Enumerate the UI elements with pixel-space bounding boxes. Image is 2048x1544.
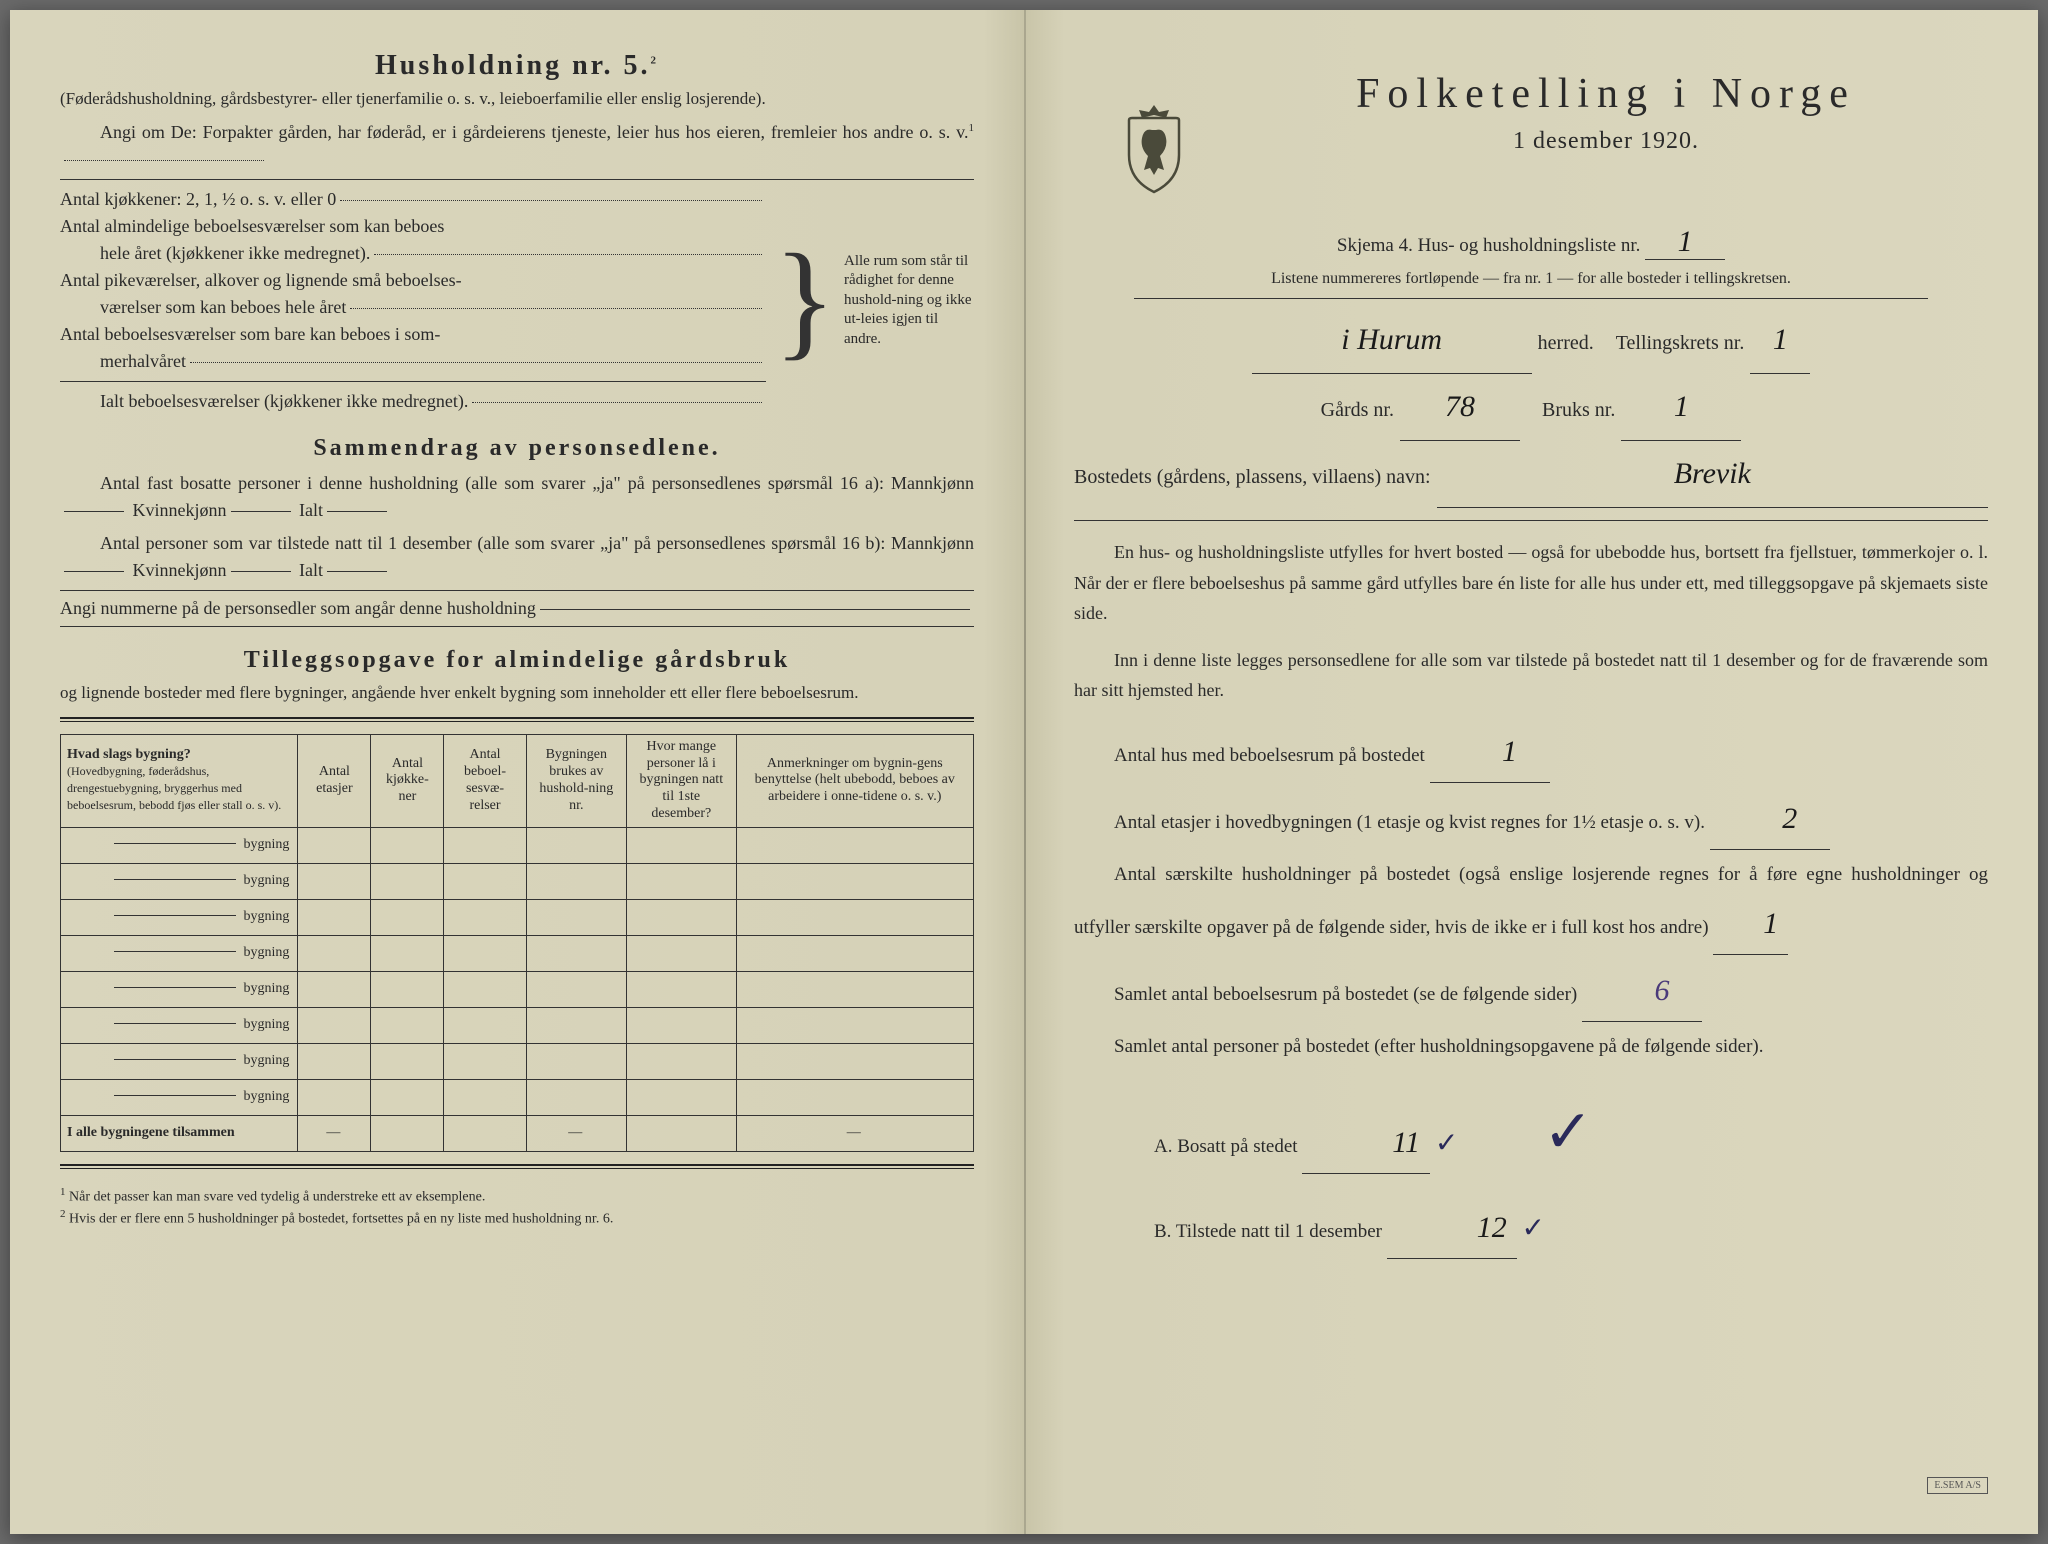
rooms3a: Antal beboelsesværelser som bare kan beb… — [60, 321, 440, 348]
rooms2b: værelser som kan beboes hele året — [100, 294, 346, 321]
th-floors: Antal etasjer — [298, 734, 371, 827]
rooms-block: Antal kjøkkener: 2, 1, ½ o. s. v. eller … — [60, 186, 974, 415]
field-houses: Antal hus med beboelsesrum på bostedet 1 — [1074, 722, 1988, 783]
check-icon: ✓ — [1522, 1213, 1545, 1244]
field-households: Antal særskilte husholdninger på bostede… — [1074, 856, 1988, 955]
list-number: 1 — [1645, 225, 1725, 260]
kitchens-line: Antal kjøkkener: 2, 1, ½ o. s. v. eller … — [60, 186, 336, 213]
form-line: Skjema 4. Hus- og husholdningsliste nr. … — [1074, 225, 1988, 260]
numbering-note: Listene nummereres fortløpende — fra nr.… — [1074, 270, 1988, 288]
page-fold — [1024, 10, 1026, 1534]
total-rooms: Ialt beboelsesværelser (kjøkkener ikke m… — [100, 388, 468, 415]
summary-title: Sammendrag av personsedlene. — [60, 435, 974, 462]
th-notes: Anmerkninger om bygnin-gens benyttelse (… — [736, 734, 973, 827]
herred-value: i Hurum — [1252, 307, 1532, 374]
table-row: bygning — [61, 827, 974, 863]
field-rooms: Samlet antal beboelsesrum på bostedet (s… — [1074, 961, 1988, 1022]
h5-lead: Angi om De: Forpakter gården, har føderå… — [60, 119, 974, 173]
field-floors: Antal etasjer i hovedbygningen (1 etasje… — [1074, 789, 1988, 850]
table-row: bygning — [61, 1007, 974, 1043]
left-page: Husholdning nr. 5.2 (Føderådshusholdning… — [10, 10, 1024, 1534]
building-table: Hvad slags bygning? (Hovedbygning, føder… — [60, 734, 974, 1152]
census-document: Husholdning nr. 5.2 (Føderådshusholdning… — [10, 10, 2038, 1534]
table-row: bygning — [61, 1079, 974, 1115]
field-persons: Samlet antal personer på bostedet (efter… — [1074, 1028, 1988, 1066]
resident-value: 11 — [1302, 1113, 1430, 1174]
th-persons: Hvor mange personer lå i bygningen natt … — [627, 734, 737, 827]
floors-value: 2 — [1710, 789, 1830, 850]
rooms2a: Antal pikeværelser, alkover og lignende … — [60, 267, 462, 294]
rooms-value: 6 — [1582, 961, 1702, 1022]
th-kitchens: Antal kjøkke-ner — [371, 734, 444, 827]
th-type: Hvad slags bygning? (Hovedbygning, føder… — [61, 734, 298, 827]
right-page: Folketelling i Norge 1 desember 1920. Sk… — [1024, 10, 2038, 1534]
sum3: Angi nummerne på de personsedler som ang… — [60, 595, 974, 622]
present-value: 12 — [1387, 1198, 1517, 1259]
field-b: B. Tilstede natt til 1 desember 12 ✓ — [1074, 1198, 1988, 1259]
houses-value: 1 — [1430, 722, 1550, 783]
crest-icon — [1114, 100, 1194, 195]
tillegg-title: Tilleggsopgave for almindelige gårdsbruk — [60, 647, 974, 674]
table-row: bygning — [61, 1043, 974, 1079]
bruk-value: 1 — [1621, 374, 1741, 441]
brace-note: Alle rum som står til rådighet for denne… — [844, 252, 974, 350]
h5-subtitle: (Føderådshusholdning, gårdsbestyrer- ell… — [60, 88, 974, 111]
table-row: bygning — [61, 971, 974, 1007]
sum1: Antal fast bosatte personer i denne hush… — [60, 470, 974, 524]
table-total: I alle bygningene tilsammen——— — [61, 1115, 974, 1151]
rooms1b: hele året (kjøkkener ikke medregnet). — [100, 240, 370, 267]
th-household: Bygningen brukes av hushold-ning nr. — [526, 734, 626, 827]
bosted-value: Brevik — [1437, 441, 1988, 508]
printer-stamp: E.SEM A/S — [1927, 1477, 1988, 1494]
krets-value: 1 — [1750, 307, 1810, 374]
tillegg-sub: og lignende bosteder med flere bygninger… — [60, 682, 974, 705]
gard-row: Gårds nr. 78 Bruks nr. 1 — [1074, 374, 1988, 441]
th-rooms: Antal beboel-sesvæ-relser — [444, 734, 526, 827]
gard-value: 78 — [1400, 374, 1520, 441]
rooms1a: Antal almindelige beboelsesværelser som … — [60, 213, 444, 240]
main-title: Folketelling i Norge — [1224, 70, 1988, 118]
instructions-1: En hus- og husholdningsliste utfylles fo… — [1074, 537, 1988, 629]
census-date: 1 desember 1920. — [1224, 128, 1988, 155]
brace-icon: } — [774, 242, 836, 359]
table-row: bygning — [61, 863, 974, 899]
household-5-title: Husholdning nr. 5.2 — [60, 50, 974, 82]
sum2: Antal personer som var tilstede natt til… — [60, 530, 974, 584]
table-row: bygning — [61, 899, 974, 935]
instructions-2: Inn i denne liste legges personsedlene f… — [1074, 645, 1988, 706]
footnotes: 1 Når det passer kan man svare ved tydel… — [60, 1185, 974, 1230]
field-a: A. Bosatt på stedet 11 ✓ ✓ — [1074, 1072, 1988, 1192]
rooms3b: merhalvåret — [100, 348, 186, 375]
herred-row: i Hurum herred. Tellingskrets nr. 1 — [1074, 307, 1988, 374]
households-value: 1 — [1713, 894, 1788, 955]
large-check-icon: ✓ — [1543, 1099, 1593, 1165]
table-row: bygning — [61, 935, 974, 971]
check-icon: ✓ — [1435, 1128, 1458, 1159]
bosted-row: Bostedets (gårdens, plassens, villaens) … — [1074, 441, 1988, 508]
